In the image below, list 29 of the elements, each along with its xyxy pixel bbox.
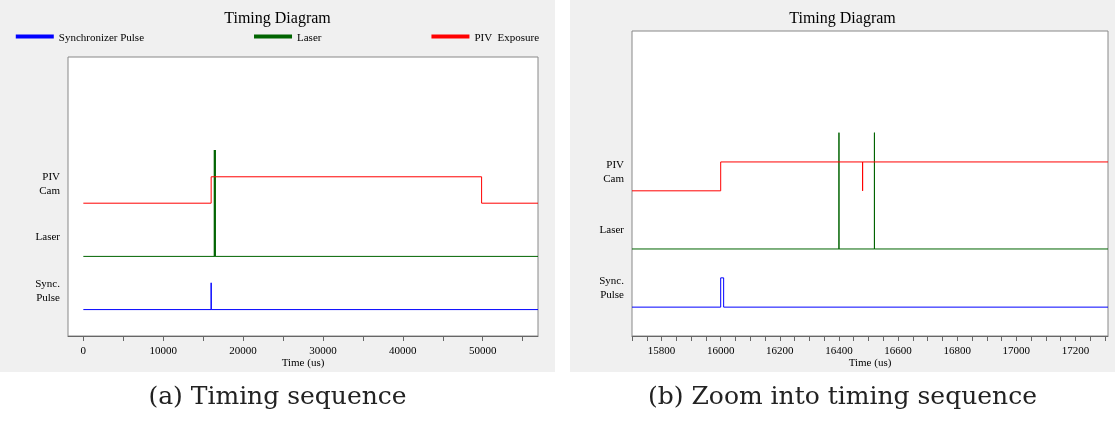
text: PIV Cam [39,170,61,197]
legend-label: PIV Exposure [474,30,540,43]
chart-title: Timing Diagram [789,8,897,27]
text: (a) Timing sequence [147,380,408,412]
text: Laser [599,222,625,235]
x-tick-label: 30000 [309,343,338,356]
legend-label: Laser [297,30,322,43]
text: (b) Zoom into timing sequence [647,380,1038,412]
x-tick-label: 16800 [943,343,972,356]
text: Laser [35,230,61,243]
x-axis-title: Time (us) [281,355,325,369]
text: PIV Cam [603,157,625,184]
x-axis-title: Time (us) [848,355,892,369]
chart-title: Timing Diagram [224,8,332,27]
x-tick-label: 16200 [766,343,795,356]
x-tick-label: 20000 [229,343,258,356]
x-tick-label: 16600 [884,343,913,356]
text: Sync. Pulse [599,274,625,301]
x-tick-label: 0 [80,343,87,356]
x-tick-label: 15800 [647,343,676,356]
x-tick-label: 10000 [149,343,178,356]
x-tick-label: 17200 [1061,343,1090,356]
x-tick-label: 50000 [468,343,497,356]
x-tick-label: 16000 [706,343,735,356]
legend-label: Synchronizer Pulse [58,30,145,43]
x-tick-label: 17000 [1002,343,1031,356]
x-tick-label: 40000 [389,343,418,356]
x-tick-label: 16400 [825,343,854,356]
text: Sync. Pulse [35,276,61,303]
